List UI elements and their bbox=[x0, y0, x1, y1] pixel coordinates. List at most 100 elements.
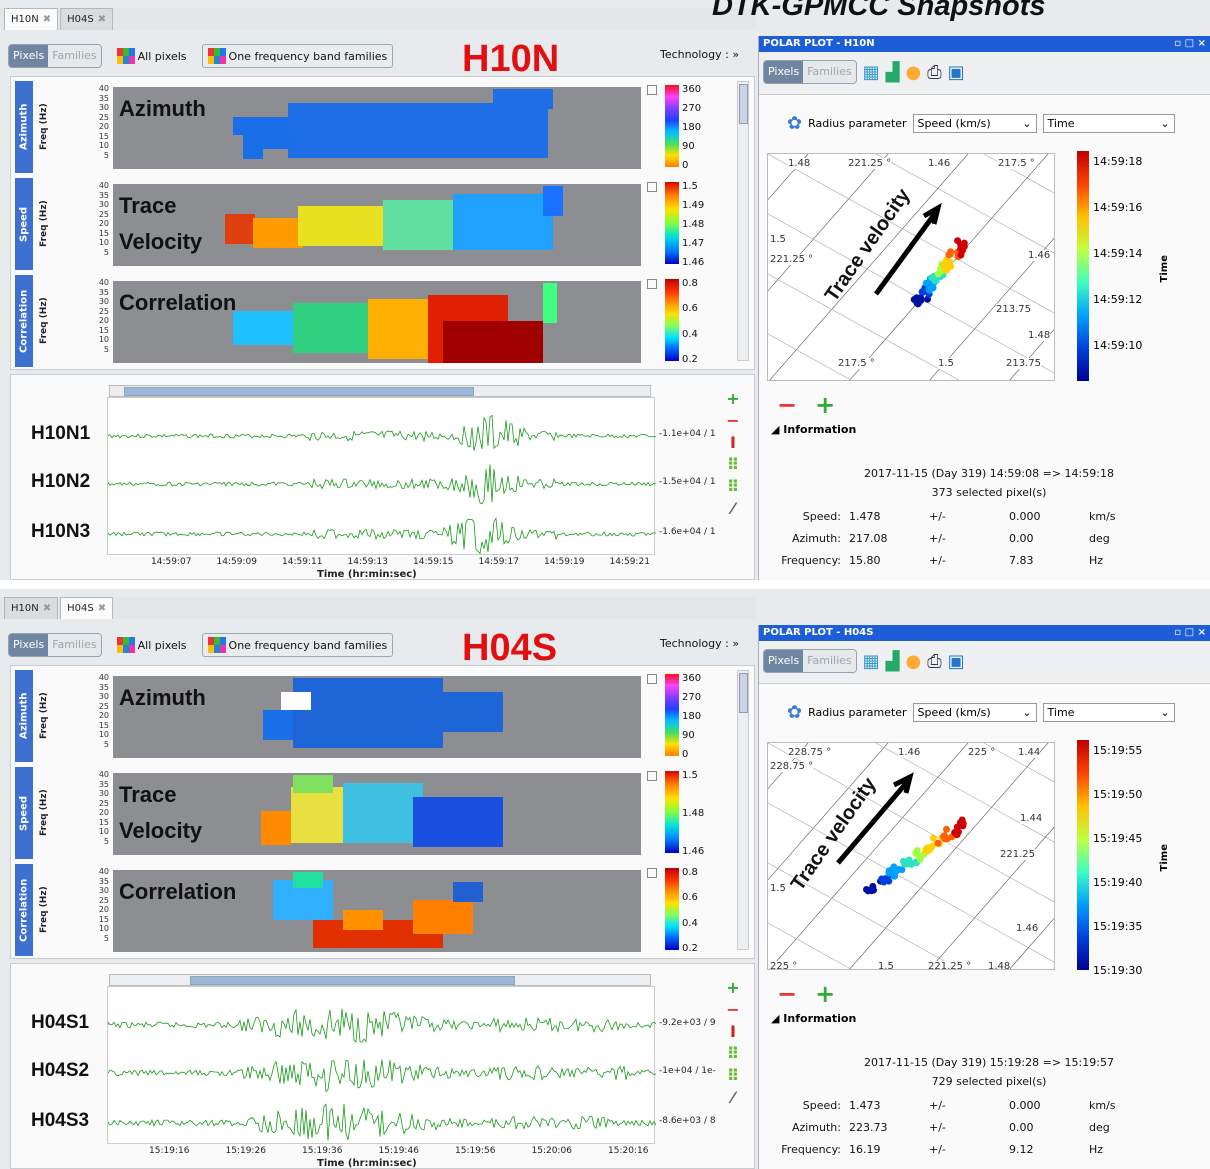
pixel-map[interactable]: Azimuth bbox=[113, 87, 641, 169]
tab-h04s[interactable]: H04S ✖ bbox=[60, 597, 114, 619]
all-pixels-button[interactable]: All pixels bbox=[112, 633, 192, 657]
frequency-tick: 15 bbox=[98, 228, 109, 238]
band-families-button[interactable]: One frequency band families bbox=[201, 44, 394, 68]
waveform-plot[interactable] bbox=[107, 986, 657, 1144]
plus-button[interactable]: + bbox=[815, 391, 836, 419]
horizontal-scrollbar[interactable] bbox=[109, 974, 651, 986]
colorbar-tick: 1.5 bbox=[682, 181, 698, 192]
vertical-scrollbar[interactable] bbox=[737, 81, 749, 361]
pixel-cluster bbox=[453, 882, 483, 902]
scatter-icon[interactable]: ▦ bbox=[862, 650, 880, 672]
families-button[interactable]: Families bbox=[48, 634, 101, 656]
pixel-cluster bbox=[243, 131, 263, 159]
plus-button[interactable]: + bbox=[815, 980, 836, 1008]
frequency-tick: 40 bbox=[98, 867, 109, 876]
time-axis-title: Time (hr:min:sec) bbox=[317, 569, 417, 580]
selected-pixel-point bbox=[960, 243, 968, 251]
waveform-trace bbox=[107, 517, 657, 555]
radius-select[interactable]: Speed (km/s) ⌄ bbox=[912, 703, 1037, 722]
window-controls-icon[interactable]: ▫ □ × bbox=[1174, 38, 1206, 49]
close-icon[interactable]: ✖ bbox=[97, 14, 107, 25]
expand-icon[interactable] bbox=[647, 279, 657, 289]
polar-plot[interactable]: 1.48 221.25 ° 1.46 217.5 ° 1.5 221.25 ° 1.46 21… bbox=[767, 153, 1055, 381]
expand-icon[interactable] bbox=[647, 868, 657, 878]
pixel-map[interactable]: Trace Velocity bbox=[113, 184, 641, 266]
save-icon[interactable]: ▣ bbox=[947, 61, 965, 83]
expand-icon[interactable] bbox=[647, 771, 657, 781]
zoom-out-icon[interactable]: − bbox=[726, 1000, 740, 1019]
dots-icon[interactable]: ⠿ bbox=[726, 1066, 740, 1085]
amplitude-icon[interactable]: I bbox=[730, 433, 736, 452]
scroll-thumb[interactable] bbox=[190, 976, 515, 985]
print-icon[interactable]: ⎙ bbox=[927, 650, 942, 672]
expand-icon[interactable] bbox=[647, 182, 657, 192]
grid-line bbox=[1009, 329, 1054, 380]
close-icon[interactable]: ✖ bbox=[42, 603, 52, 614]
tab-label: H04S bbox=[67, 14, 94, 25]
polar-plot[interactable]: 228.75 ° 228.75 ° 1.46 225 ° 1.44 1.44 221.25 1… bbox=[767, 742, 1055, 970]
grid-icon[interactable]: ⠿ bbox=[726, 1044, 740, 1063]
scroll-thumb[interactable] bbox=[739, 673, 748, 713]
gear-icon[interactable]: ✿ bbox=[787, 702, 803, 723]
technology-menu[interactable]: Technology : » bbox=[660, 637, 740, 650]
scatter-icon[interactable]: ▦ bbox=[862, 61, 880, 83]
bar-chart-icon[interactable]: ▟ bbox=[885, 61, 900, 83]
amplitude-icon[interactable]: I bbox=[730, 1022, 736, 1041]
polar-title-bar: POLAR PLOT - H04S ▫ □ × bbox=[759, 625, 1210, 641]
tab-h10n[interactable]: H10N ✖ bbox=[4, 8, 59, 30]
gear-icon[interactable]: ✿ bbox=[787, 113, 803, 134]
band-families-button[interactable]: One frequency band families bbox=[201, 633, 394, 657]
minus-button[interactable]: − bbox=[777, 391, 798, 419]
color-select[interactable]: Time ⌄ bbox=[1042, 703, 1175, 722]
information-header[interactable]: ◢ Information bbox=[771, 1012, 856, 1025]
scroll-thumb[interactable] bbox=[124, 387, 474, 396]
tab-h04s[interactable]: H04S ✖ bbox=[60, 8, 114, 30]
horizontal-scrollbar[interactable] bbox=[109, 385, 651, 397]
pixel-map[interactable]: Trace Velocity bbox=[113, 773, 641, 855]
technology-menu[interactable]: Technology : » bbox=[660, 48, 740, 61]
pixels-button[interactable]: Pixels bbox=[9, 634, 49, 656]
frequency-tick: 10 bbox=[98, 335, 109, 344]
grid-icon[interactable]: ⠿ bbox=[726, 455, 740, 474]
information-header[interactable]: ◢ Information bbox=[771, 423, 856, 436]
minus-button[interactable]: − bbox=[777, 980, 798, 1008]
pixel-map[interactable]: Correlation bbox=[113, 870, 641, 952]
pixels-button[interactable]: Pixels bbox=[9, 45, 49, 67]
waveform-plot[interactable] bbox=[107, 397, 657, 555]
window-controls-icon[interactable]: ▫ □ × bbox=[1174, 627, 1206, 638]
pixels-button[interactable]: Pixels bbox=[764, 650, 804, 672]
color-select[interactable]: Time ⌄ bbox=[1042, 114, 1175, 133]
vertical-scrollbar[interactable] bbox=[737, 670, 749, 950]
ellipse-icon[interactable]: ● bbox=[905, 650, 922, 672]
close-icon[interactable]: ✖ bbox=[42, 14, 52, 25]
tab-h10n[interactable]: H10N ✖ bbox=[4, 597, 59, 619]
expand-icon[interactable] bbox=[647, 85, 657, 95]
frequency-tick: 20 bbox=[98, 122, 109, 131]
filter-icon[interactable]: ⁄ bbox=[731, 1088, 735, 1107]
families-button[interactable]: Families bbox=[803, 650, 856, 672]
polar-plot-panel: POLAR PLOT - H10N ▫ □ × Pixels Families ▦ ▟ ● ⎙… bbox=[758, 36, 1210, 580]
close-icon[interactable]: ✖ bbox=[97, 603, 107, 614]
radius-select[interactable]: Speed (km/s) ⌄ bbox=[912, 114, 1037, 133]
polar-grid-label: 221.25 ° bbox=[848, 158, 892, 169]
ellipse-icon[interactable]: ● bbox=[905, 61, 922, 83]
waveform-trace bbox=[107, 1059, 657, 1093]
zoom-in-icon[interactable]: + bbox=[726, 978, 740, 997]
pixel-map[interactable]: Azimuth bbox=[113, 676, 641, 758]
colorbar-tick: 0.4 bbox=[682, 328, 698, 340]
save-icon[interactable]: ▣ bbox=[947, 650, 965, 672]
families-button[interactable]: Families bbox=[48, 45, 101, 67]
pixel-map[interactable]: Correlation bbox=[113, 281, 641, 363]
expand-icon[interactable] bbox=[647, 674, 657, 684]
pixels-button[interactable]: Pixels bbox=[764, 61, 804, 83]
print-icon[interactable]: ⎙ bbox=[927, 61, 942, 83]
families-button[interactable]: Families bbox=[803, 61, 856, 83]
filter-icon[interactable]: ⁄ bbox=[731, 499, 735, 518]
selected-pixel-point bbox=[922, 279, 930, 287]
scroll-thumb[interactable] bbox=[739, 84, 748, 124]
zoom-out-icon[interactable]: − bbox=[726, 411, 740, 430]
dots-icon[interactable]: ⠿ bbox=[726, 477, 740, 496]
bar-chart-icon[interactable]: ▟ bbox=[885, 650, 900, 672]
zoom-in-icon[interactable]: + bbox=[726, 389, 740, 408]
all-pixels-button[interactable]: All pixels bbox=[112, 44, 192, 68]
